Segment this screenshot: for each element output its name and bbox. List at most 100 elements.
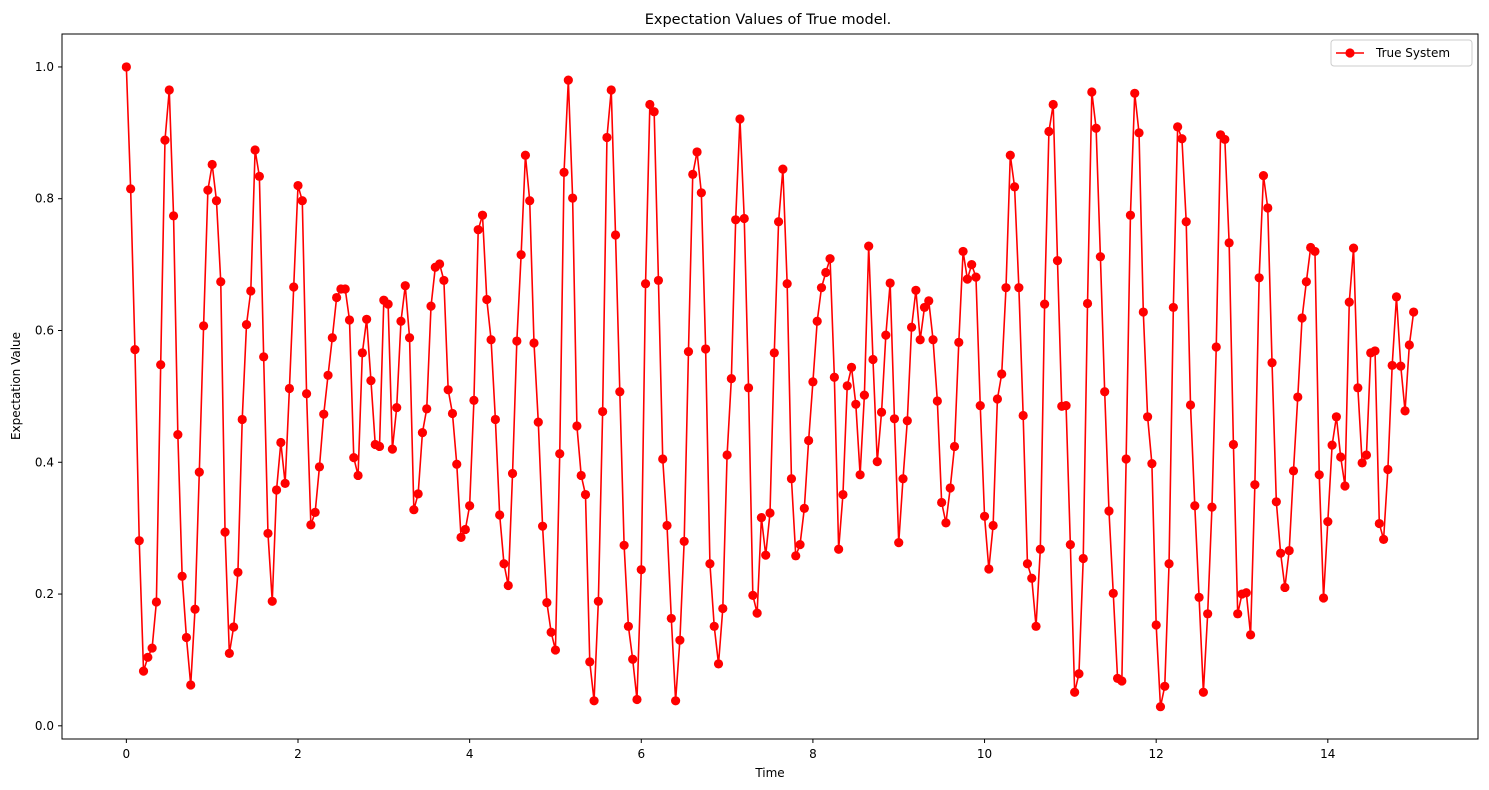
- data-point: [1061, 401, 1071, 411]
- data-point: [383, 299, 393, 309]
- data-point: [722, 450, 732, 460]
- plot-area: [121, 62, 1419, 712]
- data-point: [1031, 621, 1041, 631]
- data-point: [1005, 150, 1015, 160]
- data-point: [435, 259, 445, 269]
- data-point: [825, 254, 835, 264]
- data-point: [795, 540, 805, 550]
- data-point: [1138, 307, 1148, 317]
- data-point: [645, 99, 655, 110]
- data-point: [898, 474, 908, 484]
- data-point: [1014, 283, 1024, 293]
- data-point: [791, 551, 801, 561]
- data-point: [838, 489, 848, 500]
- data-point: [1160, 681, 1170, 691]
- data-point: [851, 399, 861, 409]
- data-point: [671, 696, 681, 706]
- data-point: [786, 474, 797, 484]
- data-point: [696, 188, 706, 198]
- data-point: [1241, 588, 1251, 598]
- data-point: [452, 459, 462, 469]
- data-point: [1404, 340, 1414, 350]
- data-point: [563, 75, 573, 85]
- x-tick-label: 4: [466, 747, 474, 761]
- data-point: [366, 375, 376, 386]
- data-point: [984, 564, 994, 574]
- data-point: [224, 648, 234, 658]
- data-point: [1198, 687, 1208, 697]
- data-point: [1091, 123, 1101, 133]
- data-point: [495, 510, 505, 520]
- data-point: [1383, 464, 1393, 475]
- data-point: [855, 470, 865, 480]
- data-point: [259, 352, 269, 362]
- data-point: [1048, 99, 1058, 110]
- data-point: [666, 613, 676, 624]
- data-point: [173, 430, 183, 440]
- data-point: [310, 507, 320, 517]
- data-point: [752, 608, 762, 618]
- data-point: [199, 321, 209, 331]
- data-point: [975, 401, 985, 411]
- data-point: [284, 383, 295, 394]
- data-point: [915, 335, 925, 345]
- data-point: [130, 345, 140, 355]
- data-point: [632, 694, 642, 705]
- data-point: [1267, 358, 1277, 368]
- data-point: [911, 285, 921, 295]
- data-point: [482, 294, 492, 305]
- data-point: [949, 441, 960, 452]
- data-point: [1276, 548, 1286, 558]
- data-point: [1344, 297, 1354, 307]
- data-point: [314, 462, 325, 472]
- data-point: [907, 322, 917, 332]
- data-point: [928, 335, 938, 345]
- data-point: [606, 85, 616, 95]
- data-point: [1314, 470, 1324, 480]
- data-point: [1220, 134, 1230, 145]
- data-point: [688, 169, 698, 179]
- data-point: [1108, 588, 1118, 598]
- data-point: [186, 680, 196, 690]
- data-point: [1018, 410, 1028, 421]
- data-point: [1271, 497, 1281, 507]
- data-point: [1194, 592, 1204, 602]
- data-point: [426, 301, 436, 311]
- data-point: [1288, 466, 1299, 476]
- data-point: [1104, 506, 1114, 516]
- x-tick-label: 0: [123, 747, 131, 761]
- data-point: [799, 503, 809, 513]
- data-point: [743, 383, 754, 393]
- data-point: [1082, 298, 1093, 309]
- data-point: [1181, 217, 1191, 227]
- data-point: [1134, 128, 1144, 138]
- data-point: [615, 387, 625, 397]
- data-point: [417, 428, 428, 438]
- y-tick-label: 1.0: [35, 60, 54, 74]
- data-point: [1409, 307, 1419, 317]
- data-point: [503, 580, 513, 591]
- data-point: [529, 338, 539, 348]
- data-point: [181, 632, 192, 643]
- data-point: [443, 385, 453, 395]
- data-point: [293, 180, 303, 191]
- data-point: [520, 150, 531, 160]
- x-tick-label: 8: [809, 747, 817, 761]
- data-point: [306, 520, 316, 530]
- data-point: [846, 362, 857, 372]
- x-tick-label: 6: [637, 747, 645, 761]
- data-point: [640, 279, 651, 289]
- data-point: [387, 444, 397, 454]
- data-point: [1254, 273, 1264, 283]
- data-point: [447, 408, 458, 419]
- data-point: [1211, 342, 1221, 352]
- data-point: [1318, 593, 1329, 603]
- data-point: [499, 559, 509, 569]
- data-point: [1117, 676, 1127, 686]
- data-point: [160, 135, 170, 145]
- data-point: [254, 171, 264, 181]
- data-point: [151, 597, 161, 607]
- data-point: [829, 372, 839, 382]
- data-point: [516, 250, 526, 260]
- data-point: [1297, 313, 1307, 323]
